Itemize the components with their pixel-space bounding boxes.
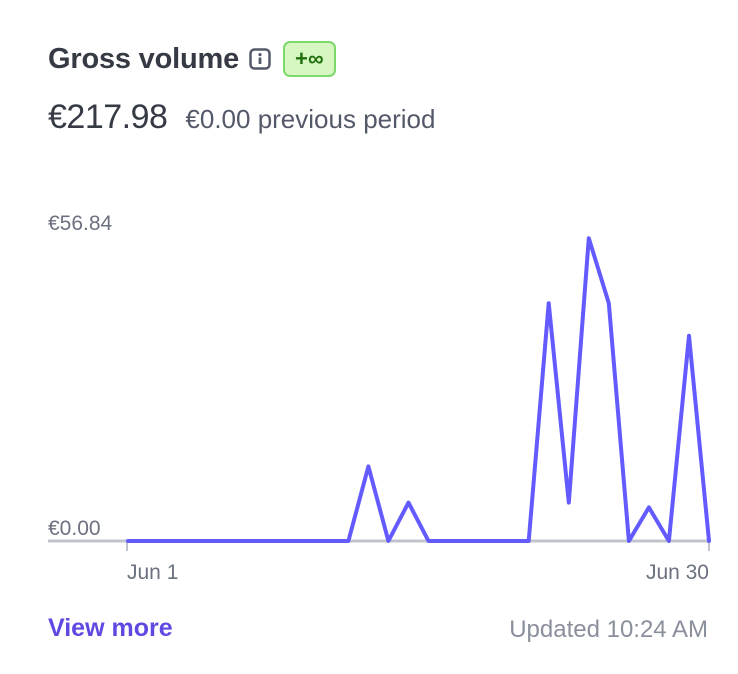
previous-period-value: €0.00 previous period: [185, 104, 436, 134]
card-title: Gross volume: [48, 42, 239, 75]
gross-volume-series-line: [126, 236, 711, 543]
view-more-link[interactable]: View more: [48, 614, 173, 642]
gross-volume-chart: €56.84 €0.00 Jun 1 Jun 30: [48, 212, 711, 584]
change-badge: +∞: [283, 41, 336, 77]
x-axis-start-label: Jun 1: [127, 561, 178, 584]
y-axis-max-label: €56.84: [48, 212, 113, 235]
summary-values: €217.98 €0.00 previous period: [48, 98, 435, 137]
y-axis-min-label: €0.00: [48, 517, 101, 540]
info-icon[interactable]: [249, 48, 271, 70]
current-value: €217.98: [48, 98, 168, 136]
card-header: Gross volume +∞: [48, 38, 336, 80]
x-axis-end-label: Jun 30: [646, 561, 709, 584]
updated-timestamp: Updated 10:24 AM: [509, 616, 708, 643]
